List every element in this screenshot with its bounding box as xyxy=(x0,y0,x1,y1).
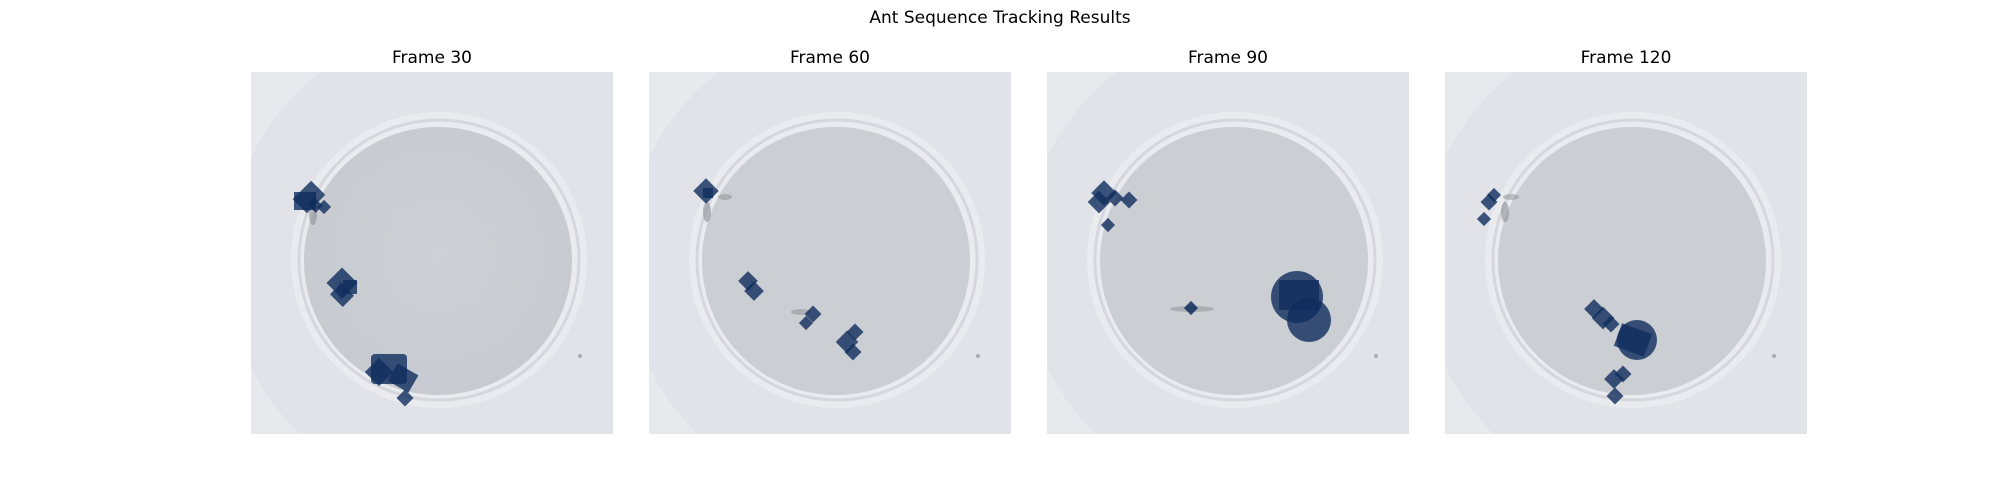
dish-interior xyxy=(702,127,970,395)
tracking-mask xyxy=(1613,320,1657,360)
panel-title: Frame 90 xyxy=(1187,48,1268,68)
dish-interior xyxy=(1498,127,1766,395)
frame-image xyxy=(251,72,613,434)
speck xyxy=(578,354,582,358)
dish-rim-inner xyxy=(695,118,979,402)
ant-shadow xyxy=(1503,194,1519,200)
frame-image xyxy=(649,72,1011,434)
speck xyxy=(1772,354,1776,358)
tracking-mask xyxy=(693,178,719,204)
dish-rim-inner xyxy=(1491,118,1775,402)
speck xyxy=(976,354,980,358)
tracking-mask xyxy=(364,354,419,407)
panel-title: Frame 120 xyxy=(1580,48,1672,68)
dish-interior xyxy=(1100,127,1368,395)
dish-interior xyxy=(304,127,572,395)
panel-frame-30: Frame 30 xyxy=(251,47,613,434)
panel-title: Frame 60 xyxy=(789,48,870,68)
tracking-mask xyxy=(1183,300,1199,316)
tracking-mask xyxy=(292,180,332,215)
ant-shadow xyxy=(718,194,732,200)
figure-title: Ant Sequence Tracking Results xyxy=(869,8,1131,28)
frame-image xyxy=(1445,72,1807,434)
ant-shadow xyxy=(1501,202,1509,222)
tracking-mask xyxy=(326,267,358,308)
panel-frame-90: Frame 90 xyxy=(1047,47,1409,434)
tracking-mask xyxy=(798,305,822,331)
panel-frame-120: Frame 120 xyxy=(1445,47,1807,434)
panel-frame-60: Frame 60 xyxy=(649,47,1011,434)
panel-title: Frame 30 xyxy=(391,48,472,68)
dish-rim-inner xyxy=(297,118,581,402)
speck xyxy=(1374,354,1378,358)
tracking-mask xyxy=(1271,271,1331,342)
frame-image xyxy=(1047,72,1409,434)
dish-rim-inner xyxy=(1093,118,1377,402)
ant-shadow xyxy=(703,202,711,222)
